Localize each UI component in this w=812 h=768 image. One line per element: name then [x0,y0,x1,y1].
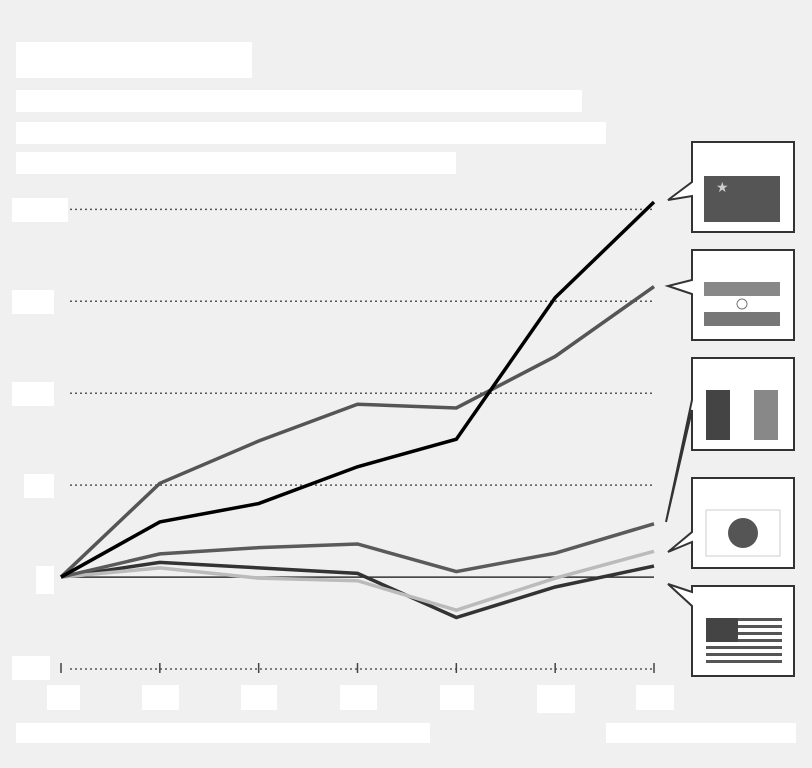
series-line [60,560,655,620]
series-line [60,200,656,579]
series-line [60,522,655,579]
flag-legend: ★ [664,141,795,677]
redacted-text [12,42,796,743]
series-line [59,285,656,579]
series-line [60,549,655,613]
svg-text:★: ★ [716,179,729,195]
